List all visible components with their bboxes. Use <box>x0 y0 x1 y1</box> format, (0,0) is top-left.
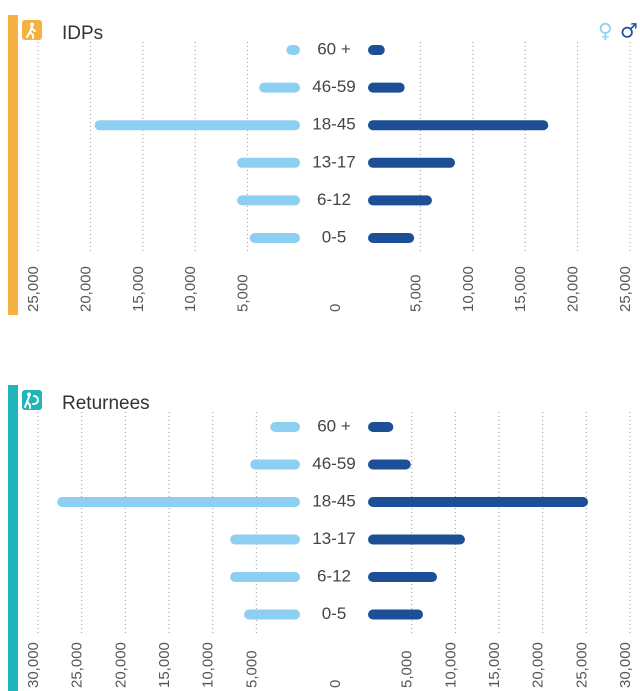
x-tick-label: 10,000 <box>200 642 217 688</box>
x-tick-label: 25,000 <box>573 642 590 688</box>
age-label: 13-17 <box>312 152 355 171</box>
x-tick-label: 30,000 <box>617 642 634 688</box>
x-tick-label: 15,000 <box>156 642 173 688</box>
idp-icon <box>22 20 42 40</box>
age-label: 18-45 <box>312 115 355 134</box>
legend-entry: ♀ <box>598 19 613 43</box>
x-tick-label: 20,000 <box>112 642 129 688</box>
x-tick-label: 25,000 <box>617 266 634 312</box>
x-tick-label: 20,000 <box>530 642 547 688</box>
x-tick-label: 25,000 <box>69 642 86 688</box>
x-tick-label: 20,000 <box>77 266 94 312</box>
age-label: 0-5 <box>322 604 347 623</box>
x-tick-label: 15,000 <box>486 642 503 688</box>
returnee-icon <box>22 390 42 410</box>
age-label: 60 + <box>317 39 351 58</box>
x-tick-label: 15,000 <box>512 266 529 312</box>
x-tick-label: 0 <box>327 304 344 312</box>
age-label: 46-59 <box>312 77 355 96</box>
chart-title: IDPs <box>62 23 103 44</box>
age-label: 18-45 <box>312 491 355 510</box>
accent-stripe <box>8 385 18 691</box>
age-label: 46-59 <box>312 454 355 473</box>
x-tick-label: 30,000 <box>25 642 42 688</box>
age-label: 0-5 <box>322 227 347 246</box>
age-label: 6-12 <box>317 190 351 209</box>
accent-stripe <box>8 15 18 315</box>
x-tick-label: 10,000 <box>442 642 459 688</box>
x-tick-label: 5,000 <box>235 274 252 312</box>
x-tick-label: 5,000 <box>399 650 416 688</box>
age-label: 6-12 <box>317 566 351 585</box>
chart-title: Returnees <box>62 393 150 414</box>
x-tick-label: 25,000 <box>25 266 42 312</box>
x-tick-label: 10,000 <box>182 266 199 312</box>
age-label: 13-17 <box>312 529 355 548</box>
x-tick-label: 5,000 <box>243 650 260 688</box>
age-label: 60 + <box>317 416 351 435</box>
x-tick-label: 5,000 <box>407 274 424 312</box>
legend-entry: ♂ <box>620 19 638 43</box>
x-tick-label: 15,000 <box>130 266 147 312</box>
x-tick-label: 0 <box>327 680 344 688</box>
x-tick-label: 20,000 <box>565 266 582 312</box>
x-tick-label: 10,000 <box>460 266 477 312</box>
